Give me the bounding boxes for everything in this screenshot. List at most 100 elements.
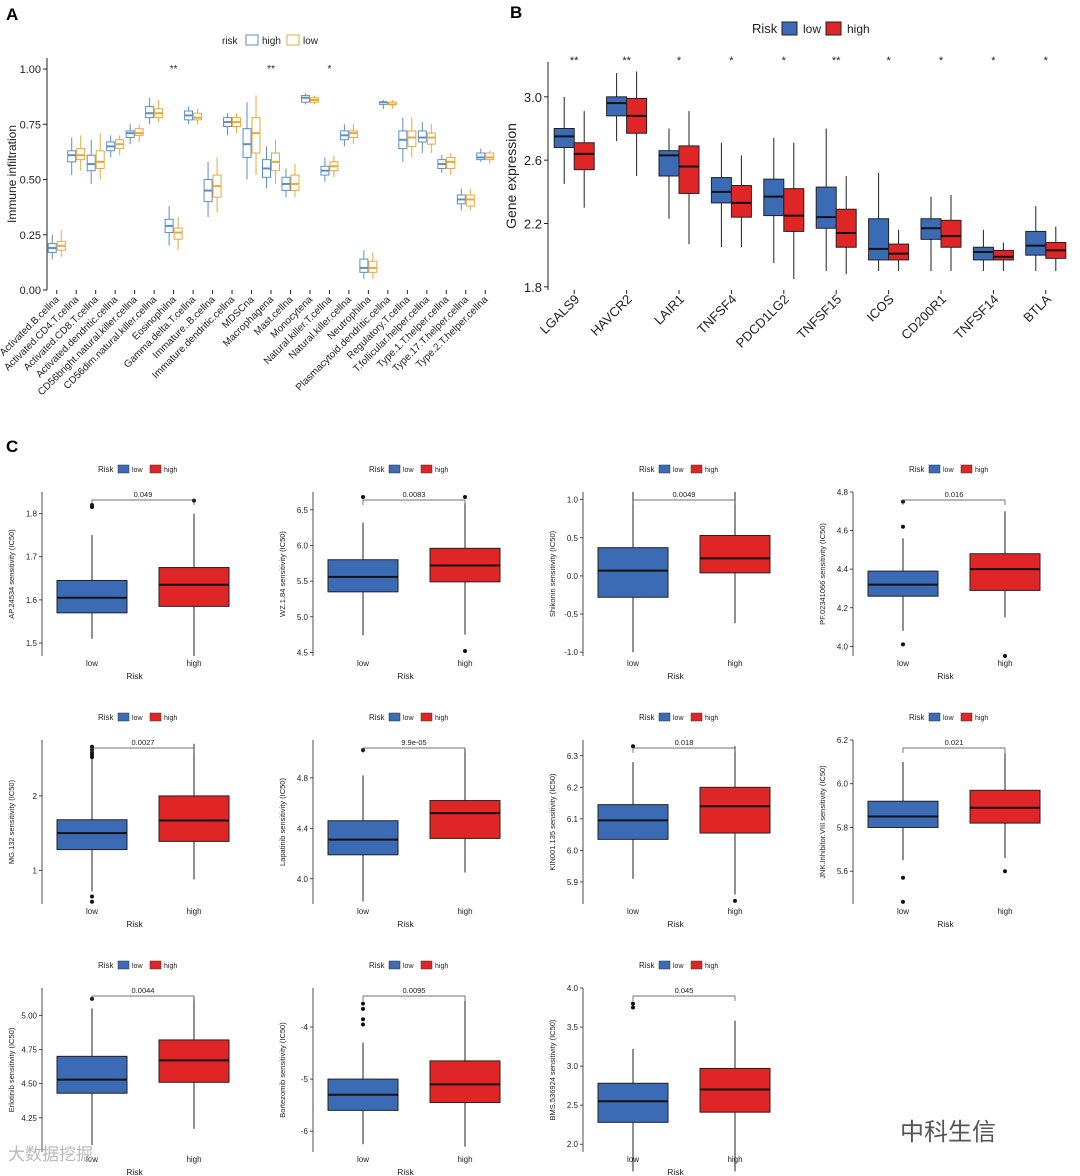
panel-c-pvalue-bracket (91, 747, 195, 753)
panel-c-chart: Risk low high 4.0 4.2 4.4 4.6 4.8 PF.02341066 se… (818, 464, 1041, 681)
panel-c-y-tick-label: 3.0 (567, 1062, 579, 1071)
panel-a-box-low-box (173, 227, 183, 240)
panel-b-box-high-box (940, 219, 962, 248)
panel-c-pvalue: 0.0049 (673, 490, 696, 499)
panel-c-y-tick-label: 4.6 (837, 527, 849, 536)
panel-c-y-tick-label: -1.0 (564, 648, 578, 657)
panel-c-y-tick-label: 1 (33, 866, 38, 875)
panel-c-outlier (631, 1005, 635, 1010)
panel-c-legend-label-low: low (943, 715, 954, 722)
panel-c-x-axis-label: Risk (126, 919, 143, 929)
panel-c-y-tick-label: 5.8 (837, 823, 849, 832)
panel-c-y-axis-label: Shikonin sensitivity (IC50) (548, 530, 557, 617)
panel-c-x-tick-label: low (86, 1155, 98, 1164)
panel-c-outlier (733, 898, 737, 903)
panel-a-box-high-box (145, 106, 155, 119)
panel-c-y-tick-label: 5.5 (297, 577, 309, 586)
panel-c-box-low-box (597, 547, 669, 598)
panel-a-box-low-box (193, 112, 203, 121)
panel-c-legend-label-high: high (705, 963, 718, 970)
panel-c-y-tick-label: 4.4 (297, 824, 309, 833)
panel-c-x-axis-label: Risk (397, 1167, 414, 1176)
panel-c-x-tick-label: low (897, 659, 909, 668)
panel-c-legend-key-low (388, 712, 401, 722)
panel-c-legend-key-high (420, 960, 433, 970)
panel-c-box-low-box (56, 819, 128, 851)
panel-c-x-tick-label: high (997, 659, 1012, 668)
panel-b-box-high-box (888, 243, 910, 261)
panel-c-outlier (361, 1006, 365, 1011)
panel-c-box-high-box (158, 567, 230, 607)
panel-b-y-tick-label: 3.0 (524, 90, 542, 105)
panel-c-legend-label-low: low (132, 467, 143, 474)
panel-c-outlier (901, 642, 905, 647)
panel-c-pvalue: 0.045 (675, 986, 694, 995)
panel-c-y-tick-label: 2 (33, 792, 38, 801)
panel-c-outlier (90, 894, 94, 899)
panel-c-y-tick-label: 4.8 (837, 488, 849, 497)
panel-c-chart: Risk low high 1 2 MG.132 sensitivity (IC50) 0.… (7, 712, 230, 929)
panel-c-y-tick-label: 4.75 (21, 1046, 37, 1055)
panel-c-x-tick-label: high (727, 659, 742, 668)
panel-c-pvalue-bracket (362, 995, 466, 1001)
panel-b-significance: * (886, 55, 891, 67)
panel-c-y-tick-label: 6.0 (297, 541, 309, 550)
panel-c-legend-label-low: low (403, 467, 414, 474)
panel-c-outlier (90, 755, 94, 760)
panel-c-pvalue-bracket (91, 499, 195, 505)
panel-c-y-tick-label: 0.0 (567, 572, 579, 581)
panel-c-x-tick-label: low (627, 907, 639, 916)
panel-c-legend-title: Risk (98, 465, 115, 474)
panel-c-outlier (361, 494, 365, 499)
panel-c-legend-label-high: high (705, 715, 718, 722)
panel-b-y-tick-label: 2.6 (524, 153, 542, 168)
panel-c-y-tick-label: -0.5 (564, 610, 578, 619)
panel-b-box-high-box (573, 142, 595, 171)
panel-c-legend-label-high: high (164, 715, 177, 722)
panel-a-significance: ** (170, 64, 178, 75)
panel-b-x-tick-label: TNFSF14 (951, 292, 1001, 342)
panel-c-y-tick-label: 1.5 (26, 639, 38, 648)
panel-c-legend-key-high (149, 960, 162, 970)
panel-c-legend-key-low (928, 464, 941, 474)
panel-b-significance: ** (570, 55, 579, 67)
panel-c-y-axis-label: BMS.536924 sensitivity (IC50) (548, 1019, 557, 1120)
panel-c-x-tick-label: low (86, 659, 98, 668)
panel-c-legend-key-high (690, 960, 703, 970)
panel-c-x-tick-label: high (186, 659, 201, 668)
panel-c-y-tick-label: 5.6 (837, 867, 849, 876)
panel-b-box-low-box (815, 186, 837, 229)
panel-a-box-high-box (300, 95, 310, 103)
panel-c-legend-label-low: low (943, 467, 954, 474)
panel-c-legend-key-low (117, 712, 130, 722)
panel-b-x-tick-label: LAIR1 (651, 292, 687, 328)
panel-b-box-low-box (868, 218, 890, 261)
panel-c-y-tick-label: 0.5 (567, 534, 579, 543)
panel-c-legend-label-high: high (435, 467, 448, 474)
panel-c-outlier (1003, 654, 1007, 658)
panel-b-box-high-box (992, 249, 1014, 261)
panel-c-x-tick-label: low (357, 659, 369, 668)
panel-a-significance: * (327, 64, 331, 75)
panel-c-y-tick-label: 4.25 (21, 1114, 37, 1123)
panel-c-y-tick-label: 6.0 (837, 780, 849, 789)
panel-c-y-axis-label: Lapatinib sensitivity (IC50) (278, 778, 287, 866)
panel-label-b: B (510, 3, 522, 22)
panel-c-chart: Risk low high 4.0 4.4 4.8 Lapatinib sensitivit… (278, 712, 501, 929)
panel-c-box-high-box (699, 534, 771, 574)
panel-c-x-tick-label: high (457, 659, 472, 668)
panel-c-y-tick-label: 6.1 (567, 815, 579, 824)
panel-c-legend-key-low (117, 464, 130, 474)
panel-b-x-tick-label: TNFSF4 (694, 292, 739, 337)
panel-a-box-high-box (476, 152, 486, 161)
panel-c-y-axis-label: AP.24534 sensitivity (IC50) (7, 529, 16, 619)
panel-c-x-axis-label: Risk (126, 1167, 143, 1176)
panel-c-x-axis-label: Risk (667, 1167, 684, 1176)
panel-b-x-tick-label: HAVCR2 (587, 292, 634, 339)
panel-c-y-tick-label: 1.0 (567, 496, 579, 505)
panel-c-legend-title: Risk (98, 713, 115, 722)
panel-c-y-tick-label: 5.00 (21, 1011, 37, 1020)
panel-c-legend-label-high: high (435, 963, 448, 970)
panel-b-significance: * (1044, 55, 1049, 67)
